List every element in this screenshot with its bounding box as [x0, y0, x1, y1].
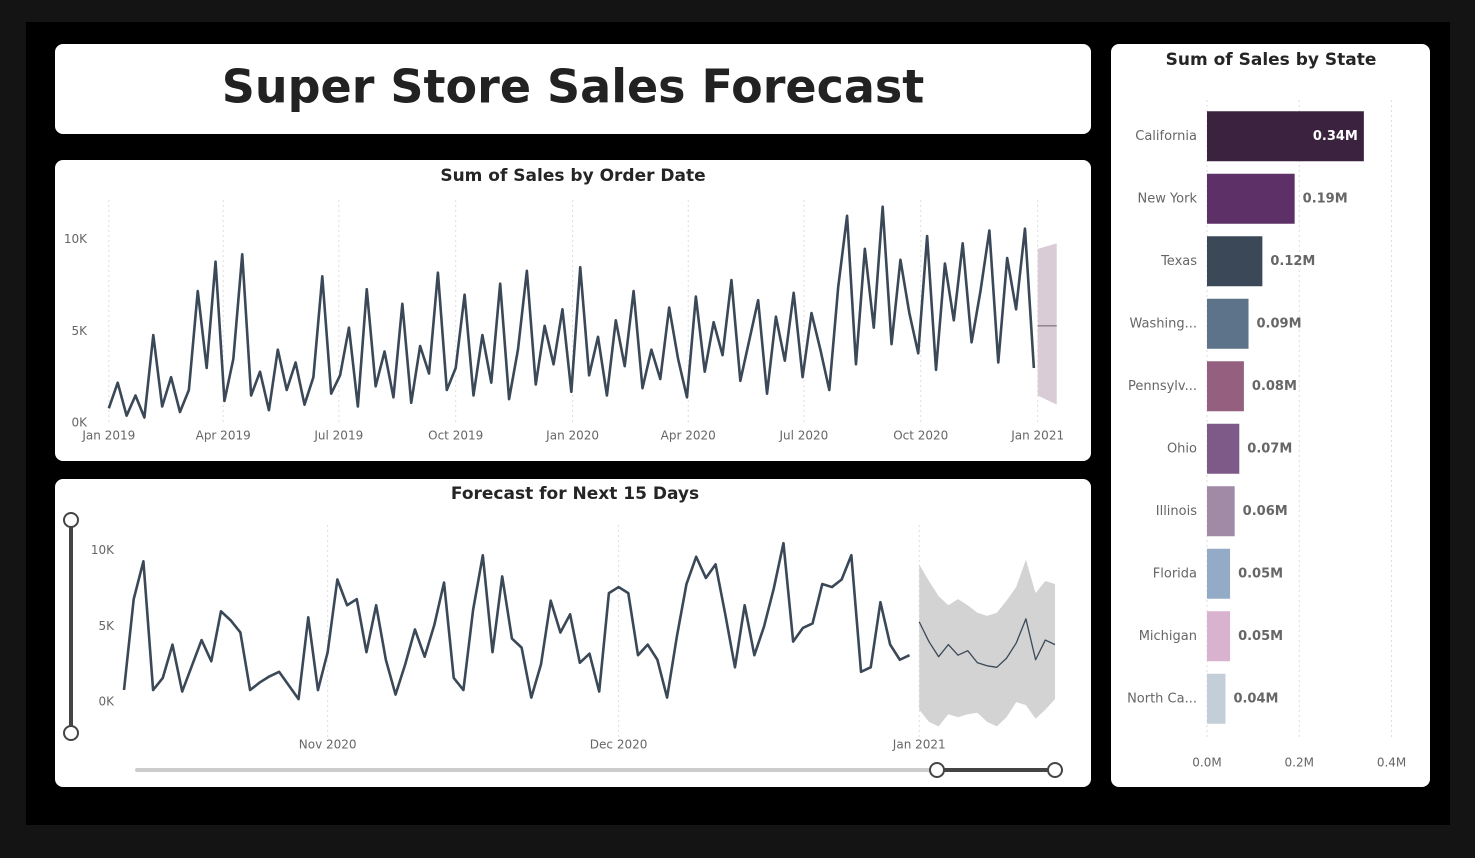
- bar: [1207, 611, 1231, 662]
- chart-title: Forecast for Next 15 Days: [451, 484, 699, 504]
- slider-handle[interactable]: [1047, 762, 1063, 778]
- y-tick-label: 0K: [71, 416, 88, 430]
- value-label: 0.09M: [1257, 316, 1302, 331]
- x-tick-label: Jan 2021: [892, 738, 946, 752]
- y-tick-label: 5K: [71, 324, 88, 338]
- line: [122, 541, 911, 701]
- x-tick-label: Jul 2020: [778, 429, 828, 443]
- category-label: Florida: [1153, 566, 1197, 581]
- y-tick-label: 5K: [98, 619, 115, 633]
- category-label: North Ca...: [1127, 691, 1197, 706]
- chart-title: Sum of Sales by Order Date: [440, 166, 705, 186]
- value-label: 0.05M: [1238, 629, 1283, 644]
- x-tick-label: 0.2M: [1285, 756, 1314, 770]
- dashboard-title: Super Store Sales Forecast: [222, 60, 925, 114]
- x-tick-label: 0.4M: [1377, 756, 1406, 770]
- y-tick-label: 0K: [98, 695, 115, 709]
- x-tick-label: Apr 2019: [196, 429, 251, 443]
- y-tick-label: 10K: [91, 543, 115, 557]
- bar: [1207, 673, 1226, 724]
- value-label: 0.06M: [1243, 504, 1288, 519]
- category-label: Michigan: [1139, 629, 1197, 644]
- value-label: 0.19M: [1303, 191, 1348, 206]
- slider-handle[interactable]: [929, 762, 945, 778]
- card: [1111, 44, 1430, 787]
- bar: [1207, 361, 1244, 412]
- category-label: Texas: [1160, 254, 1197, 269]
- value-label: 0.34M: [1313, 129, 1358, 144]
- x-tick-label: Jan 2019: [81, 429, 135, 443]
- value-label: 0.04M: [1233, 691, 1278, 706]
- bar: [1207, 423, 1240, 474]
- line: [918, 618, 1056, 668]
- x-tick-label: Dec 2020: [590, 738, 648, 752]
- slider-handle[interactable]: [63, 725, 79, 741]
- value-label: 0.12M: [1270, 254, 1315, 269]
- x-tick-label: 0.0M: [1192, 756, 1221, 770]
- x-tick-label: Jan 2021: [1010, 429, 1064, 443]
- line: [107, 205, 1036, 419]
- category-label: California: [1135, 129, 1197, 144]
- value-label: 0.05M: [1238, 566, 1283, 581]
- bar: [1207, 111, 1364, 162]
- x-tick-label: Oct 2020: [893, 429, 948, 443]
- category-label: Washing...: [1129, 316, 1197, 331]
- y-tick-label: 10K: [64, 232, 88, 246]
- x-tick-label: Nov 2020: [299, 738, 357, 752]
- title-card: [55, 44, 1091, 134]
- confidence-band: [1037, 243, 1057, 405]
- slider-handle[interactable]: [63, 512, 79, 528]
- bar: [1207, 298, 1249, 349]
- bar: [1207, 486, 1235, 537]
- category-label: Pennsylv...: [1128, 379, 1197, 394]
- value-label: 0.08M: [1252, 379, 1297, 394]
- x-tick-label: Apr 2020: [661, 429, 716, 443]
- x-tick-label: Oct 2019: [428, 429, 483, 443]
- category-label: Illinois: [1156, 504, 1197, 519]
- category-label: New York: [1137, 191, 1197, 206]
- category-label: Ohio: [1167, 441, 1197, 456]
- chart-title: Sum of Sales by State: [1166, 50, 1377, 70]
- x-tick-label: Jul 2019: [313, 429, 363, 443]
- confidence-band: [919, 559, 1055, 727]
- x-tick-label: Jan 2020: [545, 429, 599, 443]
- bar: [1207, 548, 1231, 599]
- value-label: 0.07M: [1247, 441, 1292, 456]
- bar: [1207, 173, 1295, 224]
- bar: [1207, 236, 1263, 287]
